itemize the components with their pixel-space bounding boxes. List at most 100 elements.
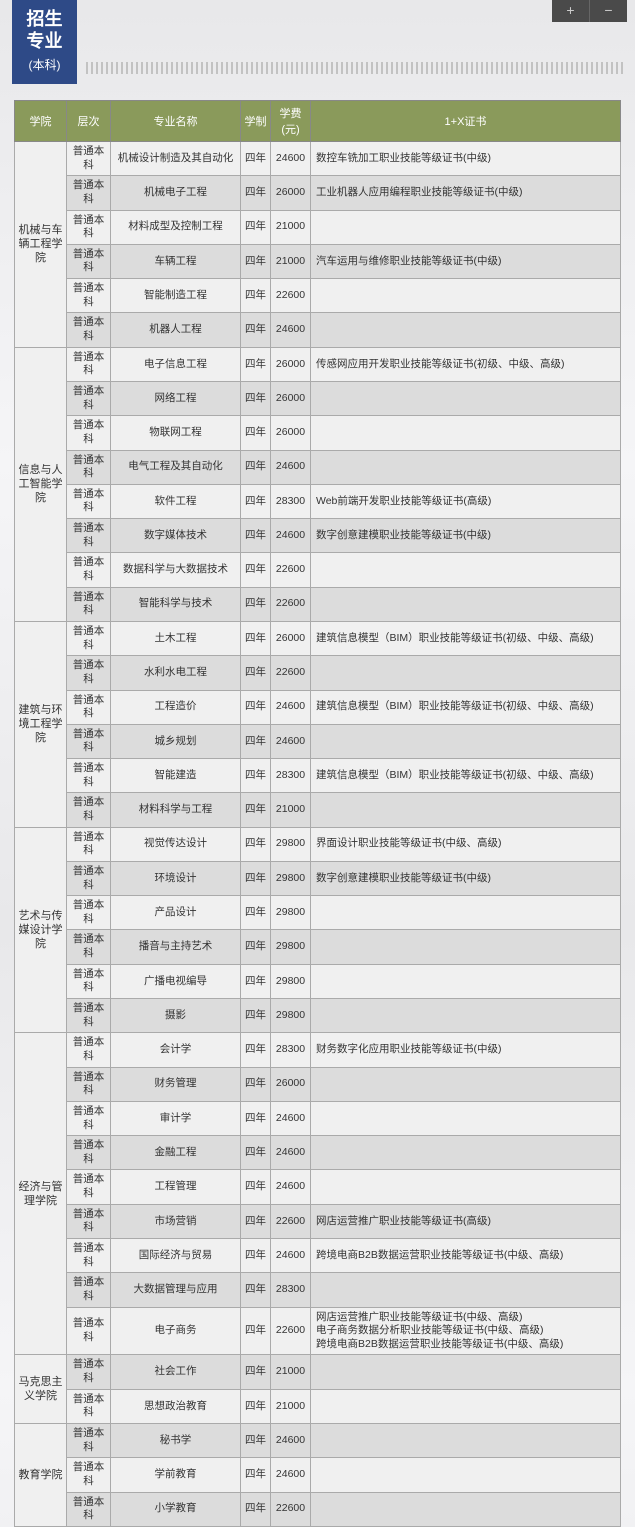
majors-table: 学院 层次 专业名称 学制 学费(元) 1+X证书 机械与车辆工程学院普通本科机… (14, 100, 621, 1527)
fee-cell: 24600 (271, 1101, 311, 1135)
fee-cell: 24600 (271, 1136, 311, 1170)
level-cell: 普通本科 (67, 964, 111, 998)
table-row: 普通本科软件工程四年28300Web前端开发职业技能等级证书(高级) (15, 484, 621, 518)
duration-cell: 四年 (241, 1239, 271, 1273)
table-header-row: 学院 层次 专业名称 学制 学费(元) 1+X证书 (15, 101, 621, 142)
fee-cell: 29800 (271, 964, 311, 998)
duration-cell: 四年 (241, 553, 271, 587)
fee-cell: 24600 (271, 690, 311, 724)
zoom-in-button[interactable]: + (552, 0, 590, 22)
zoom-out-button[interactable]: − (590, 0, 627, 22)
duration-cell: 四年 (241, 1389, 271, 1423)
duration-cell: 四年 (241, 1492, 271, 1526)
header-dashes (86, 62, 623, 74)
major-cell: 环境设计 (111, 861, 241, 895)
table-row: 普通本科摄影四年29800 (15, 999, 621, 1033)
table-row: 普通本科材料成型及控制工程四年21000 (15, 210, 621, 244)
level-cell: 普通本科 (67, 416, 111, 450)
fee-cell: 26000 (271, 347, 311, 381)
duration-cell: 四年 (241, 587, 271, 621)
fee-cell: 28300 (271, 484, 311, 518)
cert-cell (311, 1492, 621, 1526)
duration-cell: 四年 (241, 381, 271, 415)
cert-cell (311, 416, 621, 450)
fee-cell: 24600 (271, 313, 311, 347)
major-cell: 审计学 (111, 1101, 241, 1135)
table-row: 普通本科播音与主持艺术四年29800 (15, 930, 621, 964)
cert-cell (311, 793, 621, 827)
fee-cell: 21000 (271, 244, 311, 278)
level-cell: 普通本科 (67, 1067, 111, 1101)
college-cell: 机械与车辆工程学院 (15, 142, 67, 348)
college-cell: 马克思主义学院 (15, 1355, 67, 1424)
major-cell: 数据科学与大数据技术 (111, 553, 241, 587)
major-cell: 土木工程 (111, 621, 241, 655)
table-row: 普通本科数字媒体技术四年24600数字创意建模职业技能等级证书(中级) (15, 519, 621, 553)
duration-cell: 四年 (241, 244, 271, 278)
table-row: 普通本科市场营销四年22600网店运营推广职业技能等级证书(高级) (15, 1204, 621, 1238)
cert-cell (311, 279, 621, 313)
major-cell: 水利水电工程 (111, 656, 241, 690)
college-cell: 艺术与传媒设计学院 (15, 827, 67, 1033)
fee-cell: 26000 (271, 381, 311, 415)
level-cell: 普通本科 (67, 1101, 111, 1135)
major-cell: 电气工程及其自动化 (111, 450, 241, 484)
level-cell: 普通本科 (67, 1458, 111, 1492)
duration-cell: 四年 (241, 793, 271, 827)
table-row: 马克思主义学院普通本科社会工作四年21000 (15, 1355, 621, 1389)
level-cell: 普通本科 (67, 827, 111, 861)
cert-cell: 传感网应用开发职业技能等级证书(初级、中级、高级) (311, 347, 621, 381)
cert-cell (311, 210, 621, 244)
cert-cell (311, 553, 621, 587)
duration-cell: 四年 (241, 861, 271, 895)
fee-cell: 29800 (271, 861, 311, 895)
level-cell: 普通本科 (67, 1307, 111, 1355)
table-row: 普通本科智能建造四年28300建筑信息模型（BIM）职业技能等级证书(初级、中级… (15, 759, 621, 793)
fee-cell: 24600 (271, 450, 311, 484)
fee-cell: 22600 (271, 656, 311, 690)
cert-cell: 建筑信息模型（BIM）职业技能等级证书(初级、中级、高级) (311, 690, 621, 724)
duration-cell: 四年 (241, 416, 271, 450)
major-cell: 视觉传达设计 (111, 827, 241, 861)
major-cell: 网络工程 (111, 381, 241, 415)
major-cell: 车辆工程 (111, 244, 241, 278)
cert-cell (311, 1136, 621, 1170)
cert-cell: 财务数字化应用职业技能等级证书(中级) (311, 1033, 621, 1067)
duration-cell: 四年 (241, 930, 271, 964)
cert-cell (311, 656, 621, 690)
level-cell: 普通本科 (67, 450, 111, 484)
col-college: 学院 (15, 101, 67, 142)
duration-cell: 四年 (241, 964, 271, 998)
college-cell: 经济与管理学院 (15, 1033, 67, 1355)
college-cell: 教育学院 (15, 1424, 67, 1527)
table-row: 普通本科财务管理四年26000 (15, 1067, 621, 1101)
major-cell: 大数据管理与应用 (111, 1273, 241, 1307)
header-block: 招生 专业 (本科) (12, 0, 77, 84)
table-row: 普通本科工程造价四年24600建筑信息模型（BIM）职业技能等级证书(初级、中级… (15, 690, 621, 724)
header-sub: (本科) (12, 56, 77, 73)
level-cell: 普通本科 (67, 690, 111, 724)
duration-cell: 四年 (241, 210, 271, 244)
duration-cell: 四年 (241, 1101, 271, 1135)
cert-cell (311, 1101, 621, 1135)
major-cell: 国际经济与贸易 (111, 1239, 241, 1273)
level-cell: 普通本科 (67, 1273, 111, 1307)
cert-cell: 数字创意建模职业技能等级证书(中级) (311, 861, 621, 895)
cert-cell (311, 381, 621, 415)
cert-cell (311, 999, 621, 1033)
duration-cell: 四年 (241, 1424, 271, 1458)
fee-cell: 24600 (271, 1170, 311, 1204)
major-cell: 小学教育 (111, 1492, 241, 1526)
fee-cell: 24600 (271, 1239, 311, 1273)
table-row: 普通本科网络工程四年26000 (15, 381, 621, 415)
cert-cell (311, 724, 621, 758)
level-cell: 普通本科 (67, 1424, 111, 1458)
cert-cell: 工业机器人应用编程职业技能等级证书(中级) (311, 176, 621, 210)
fee-cell: 22600 (271, 1492, 311, 1526)
major-cell: 摄影 (111, 999, 241, 1033)
fee-cell: 29800 (271, 827, 311, 861)
fee-cell: 21000 (271, 1355, 311, 1389)
fee-cell: 22600 (271, 279, 311, 313)
cert-cell (311, 1170, 621, 1204)
major-cell: 数字媒体技术 (111, 519, 241, 553)
